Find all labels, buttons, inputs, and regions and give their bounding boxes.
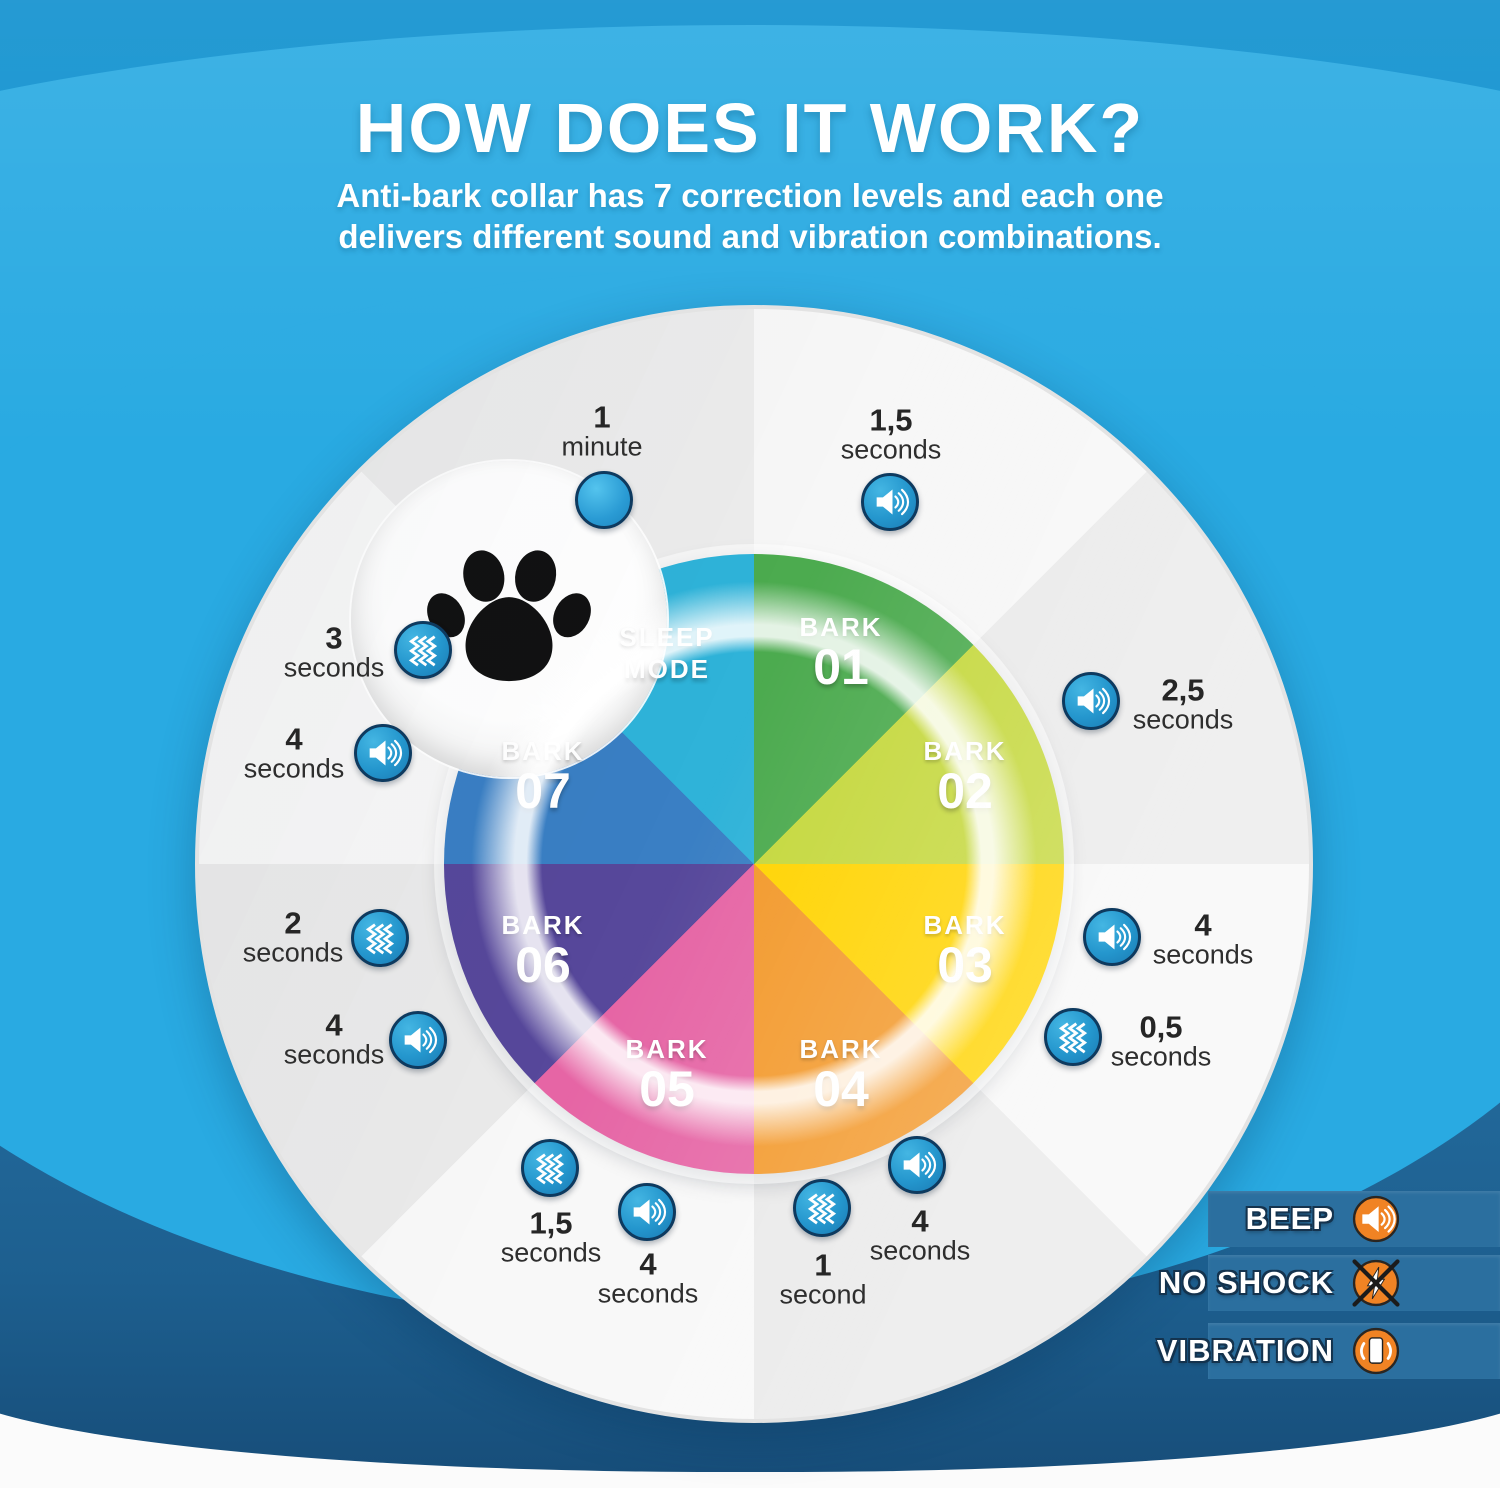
duration-label-bark04-vibration: 1 second	[779, 1247, 867, 1310]
duration-label-bark07-beep: 4 seconds	[243, 721, 345, 784]
segment-label-bark-06: BARK 06	[501, 910, 585, 993]
duration-label-bark05-vibration: 1,5 seconds	[500, 1205, 602, 1268]
legend-row-vibration: VIBRATION	[1157, 1323, 1404, 1379]
duration-label-bark01-beep: 1,5 seconds	[840, 402, 942, 465]
legend-row-no-shock: NO SHOCK	[1159, 1255, 1404, 1311]
vibration-icon	[351, 909, 409, 967]
duration-label-bark02-beep: 2,5 seconds	[1132, 672, 1234, 735]
vibration-icon	[521, 1139, 579, 1197]
beep-icon	[888, 1136, 946, 1194]
segment-label-bark-03: BARK 03	[923, 910, 1007, 993]
page-title: HOW DOES IT WORK?	[355, 89, 1145, 167]
subtitle-line-2: delivers different sound and vibration c…	[338, 218, 1162, 255]
beep-icon	[1062, 672, 1120, 730]
beep-icon	[354, 724, 412, 782]
duration-label-bark06-beep: 4 seconds	[283, 1007, 385, 1070]
subtitle-line-1: Anti-bark collar has 7 correction levels…	[336, 177, 1164, 214]
page-subtitle: Anti-bark collar has 7 correction levels…	[0, 175, 1500, 257]
duration-dot-icon	[575, 471, 633, 529]
duration-label-bark05-beep: 4 seconds	[597, 1246, 699, 1309]
segment-label-bark-01: BARK 01	[799, 612, 883, 695]
duration-label-bark07-vibration: 3 seconds	[283, 620, 385, 683]
vibration-icon	[793, 1179, 851, 1237]
beep-icon	[618, 1183, 676, 1241]
no-shock-icon	[1352, 1259, 1400, 1307]
vibration-icon	[394, 621, 452, 679]
duration-label-bark03-beep: 4 seconds	[1152, 907, 1254, 970]
duration-label-sleep: 1 minute	[561, 399, 643, 462]
legend-label-vibration: VIBRATION	[1156, 1333, 1334, 1368]
legend-row-beep: BEEP	[1246, 1191, 1404, 1247]
beep-icon	[1083, 908, 1141, 966]
paw-icon	[427, 549, 591, 681]
vibration-icon	[1044, 1008, 1102, 1066]
beep-icon	[1352, 1195, 1400, 1243]
segment-label-bark-02: BARK 02	[923, 736, 1007, 819]
beep-icon	[389, 1011, 447, 1069]
legend-label-beep: BEEP	[1245, 1201, 1334, 1236]
duration-label-bark04-beep: 4 seconds	[869, 1203, 971, 1266]
segment-label-bark-05: BARK 05	[625, 1034, 709, 1117]
legend-label-no-shock: NO SHOCK	[1158, 1265, 1334, 1300]
duration-label-bark03-vibration: 0,5 seconds	[1110, 1009, 1212, 1072]
duration-label-bark06-vibration: 2 seconds	[242, 905, 344, 968]
segment-label-bark-04: BARK 04	[799, 1034, 883, 1117]
segment-label-bark-07: BARK 07	[501, 736, 585, 819]
correction-levels-wheel: BARK 01 BARK 02 BARK 03 BARK 04 BARK 05 …	[195, 305, 1313, 1423]
vibration-icon	[1352, 1327, 1400, 1375]
beep-icon	[861, 473, 919, 531]
segment-label-sleep-mode: SLEEP MODE	[619, 622, 715, 684]
